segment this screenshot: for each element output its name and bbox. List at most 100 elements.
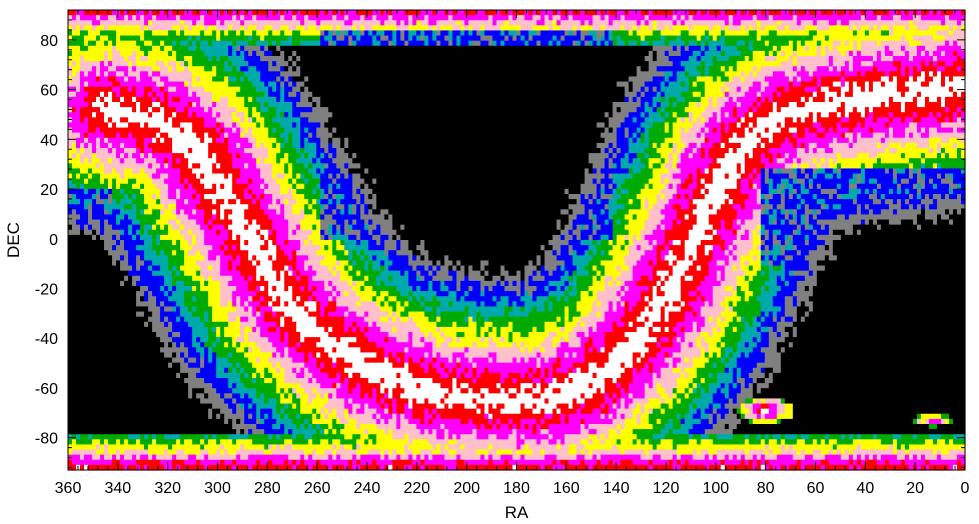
heatmap-cell <box>248 45 253 52</box>
heatmap-cell <box>752 50 758 57</box>
heatmap-cell <box>344 81 349 88</box>
heatmap-cell <box>916 117 922 124</box>
heatmap-cell <box>292 61 297 67</box>
heatmap-cell <box>848 71 854 78</box>
heatmap-cell <box>308 117 313 124</box>
heatmap-cell <box>548 25 554 32</box>
heatmap-cell <box>672 45 678 52</box>
heatmap-cell <box>316 25 321 32</box>
heatmap-cell <box>860 117 866 124</box>
heatmap-cell <box>164 20 169 26</box>
heatmap-cell <box>664 40 670 47</box>
heatmap-cell <box>480 40 486 47</box>
heatmap-cell <box>188 102 193 108</box>
heatmap-cell <box>888 35 894 42</box>
heatmap-cell <box>292 86 297 93</box>
heatmap-cell <box>436 45 442 52</box>
heatmap-cell <box>396 71 401 78</box>
heatmap-cell <box>384 50 389 57</box>
heatmap-cell <box>616 91 622 98</box>
heatmap-cell <box>336 122 341 129</box>
heatmap-cell <box>256 30 261 37</box>
heatmap-cell <box>576 15 582 21</box>
heatmap-cell <box>812 56 818 62</box>
heatmap-cell <box>100 50 105 57</box>
heatmap-cell <box>156 20 161 26</box>
heatmap-cell <box>76 15 81 21</box>
heatmap-cell <box>816 81 822 88</box>
heatmap-cell <box>108 10 113 16</box>
heatmap-cell <box>216 76 221 83</box>
heatmap-cell <box>688 112 694 118</box>
heatmap-cell <box>200 81 205 88</box>
heatmap-cell <box>148 10 153 16</box>
heatmap-cell <box>680 102 686 108</box>
heatmap-cell <box>928 91 934 98</box>
heatmap-cell <box>804 112 810 118</box>
heatmap-cell <box>320 66 325 72</box>
heatmap-cell <box>104 71 109 78</box>
heatmap-cell <box>372 50 377 57</box>
heatmap-cell <box>604 112 610 118</box>
heatmap-cell <box>828 61 834 67</box>
heatmap-cell <box>592 45 598 52</box>
heatmap-cell <box>388 40 393 47</box>
heatmap-cell <box>808 71 814 78</box>
heatmap-cell <box>236 20 241 26</box>
heatmap-cell <box>556 81 562 88</box>
heatmap-cell <box>128 50 133 57</box>
heatmap-cell <box>632 86 638 93</box>
heatmap-cell <box>880 10 886 16</box>
heatmap-cell <box>148 71 153 78</box>
heatmap-cell <box>808 30 814 37</box>
heatmap-cell <box>320 61 325 67</box>
heatmap-cell <box>704 112 710 118</box>
heatmap-cell <box>676 91 682 98</box>
heatmap-cell <box>204 35 209 42</box>
heatmap-cell <box>892 86 898 93</box>
heatmap-cell <box>604 10 610 16</box>
heatmap-cell <box>312 86 317 93</box>
heatmap-cell <box>456 107 462 113</box>
heatmap-cell <box>164 30 169 37</box>
heatmap-cell <box>908 91 914 98</box>
heatmap-cell <box>664 91 670 98</box>
heatmap-cell <box>164 102 169 108</box>
heatmap-cell <box>232 91 237 98</box>
heatmap-cell <box>636 76 642 83</box>
heatmap-cell <box>92 35 97 42</box>
heatmap-cell <box>224 96 229 103</box>
heatmap-cell <box>72 20 77 26</box>
heatmap-cell <box>756 71 762 78</box>
heatmap-cell <box>748 50 754 57</box>
heatmap-cell <box>648 112 654 118</box>
heatmap-cell <box>740 91 746 98</box>
heatmap-cell <box>580 50 586 57</box>
heatmap-cell <box>368 45 373 52</box>
heatmap-cell <box>612 117 618 124</box>
heatmap-cell <box>204 25 209 32</box>
heatmap-cell <box>244 117 249 124</box>
heatmap-cell <box>748 20 754 26</box>
heatmap-cell <box>400 50 405 57</box>
heatmap-cell <box>596 91 602 98</box>
heatmap-cell <box>516 10 522 16</box>
heatmap-cell <box>68 20 73 26</box>
heatmap-cell <box>148 56 153 62</box>
heatmap-cell <box>124 56 129 62</box>
heatmap-cell <box>532 25 538 32</box>
heatmap-cell <box>696 25 702 32</box>
heatmap-cell <box>464 117 470 124</box>
heatmap-cell <box>688 10 694 16</box>
heatmap-cell <box>120 66 125 72</box>
heatmap-cell <box>340 56 345 62</box>
heatmap-cell <box>888 102 894 108</box>
heatmap-cell <box>228 107 233 113</box>
heatmap-cell <box>904 76 910 83</box>
heatmap-cell <box>800 30 806 37</box>
heatmap-cell <box>668 20 674 26</box>
heatmap-cell <box>512 40 518 47</box>
heatmap-cell <box>284 91 289 98</box>
heatmap-cell <box>956 61 962 67</box>
heatmap-cell <box>324 71 329 78</box>
